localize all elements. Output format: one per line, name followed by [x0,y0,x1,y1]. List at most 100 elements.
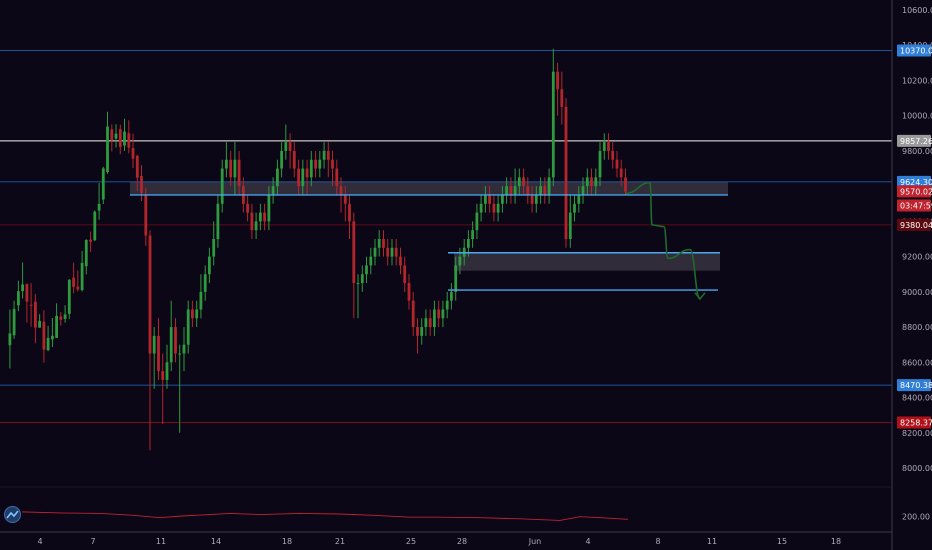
candle-body [263,212,266,222]
candle-body [140,176,143,193]
candle-body [89,239,92,242]
candlesticks [8,48,627,451]
candle-body [416,327,419,336]
price-badge-text: 8258.37 [900,418,932,427]
y-tick-label: 8800.00 [902,323,932,332]
candle-body [492,203,496,213]
candle-body [403,265,407,284]
candle-body [280,150,283,169]
candle-body [411,300,415,328]
candle-body [254,221,258,231]
candle-body [123,131,126,146]
price-badge-text: 9380.04 [900,221,932,230]
candle-body [420,327,424,336]
candle-body [127,133,131,148]
x-tick-label: 14 [211,537,221,546]
candle-body [161,371,165,380]
candle-body [301,168,305,187]
price-badge-text: 9624.30 [900,178,932,187]
candle-body [237,159,241,187]
price-badge-text: 8470.38 [900,381,932,390]
price-badge [897,175,931,188]
y-tick-label: 8400.00 [902,394,932,403]
x-tick-label: 11 [707,537,717,546]
candle-body [624,177,627,192]
candle-body [522,177,525,187]
candle-body [594,177,598,187]
candle-body [560,89,564,107]
x-tick-label: Jun [528,537,542,546]
candle-body [51,335,54,340]
candle-body [433,309,436,328]
candle-body [80,262,84,291]
candle-body [517,177,521,187]
candle-body [598,150,602,178]
candle-body [148,235,152,354]
x-tick-label: 18 [831,537,841,546]
candle-body [331,159,334,169]
x-tick-label: 18 [282,537,292,546]
candle-body [454,265,458,292]
y-tick-label: 8200.00 [902,429,932,438]
candle-body [551,71,555,178]
candle-body [513,186,517,195]
candle-body [182,344,186,354]
candle-body [220,168,224,204]
candle-body [314,159,317,169]
candle-body [407,283,411,301]
candle-body [390,247,394,257]
candle-body [76,286,80,290]
candle-body [212,239,216,257]
candle-body [110,129,114,141]
candle-body [25,284,29,302]
candle-body [602,142,606,151]
candle-body [199,291,203,310]
candle-body [55,315,58,338]
candle-body [339,186,343,195]
y-tick-label: 8000.00 [902,464,932,473]
candle-body [564,106,568,239]
candle-body [348,203,351,222]
price-badge [897,185,931,198]
candle-body [276,168,279,187]
candle-body [484,194,487,204]
candle-body [441,309,445,319]
candle-body [607,142,610,151]
candle-body [505,186,508,195]
candle-body [191,309,194,319]
candle-body [386,247,390,257]
candle-body [543,186,547,195]
x-tick-label: 15 [777,537,787,546]
candle-body [118,129,122,148]
indicator-logo-icon [4,506,21,523]
candle-body [322,150,326,160]
candle-body [335,168,339,187]
y-tick-label: 8600.00 [902,358,932,367]
y-tick-label: 10600.00 [902,6,932,15]
candle-body [611,150,615,160]
x-tick-label: 7 [90,537,95,546]
x-tick-label: 25 [406,537,416,546]
time-axis[interactable]: 4 7 11 14 18 21 25 28 Jun 4 8 11 15 18 [37,537,841,546]
candle-body [305,168,309,178]
candle-body [360,274,364,284]
candle-body [450,291,453,301]
y-tick-label: 9800.00 [902,147,932,156]
candle-body [178,353,182,355]
price-badge [897,199,931,212]
candle-body [29,304,33,306]
candle-body [556,71,559,90]
candle-body [93,211,97,241]
candle-body [309,159,313,178]
horizontal-lines [0,50,892,423]
candle-body [34,301,37,328]
candle-body [428,318,432,328]
candle-body [271,186,275,195]
candle-body [131,148,135,159]
candle-body [165,362,169,380]
candle-body [246,203,249,213]
candle-body [590,177,593,187]
y-tick-label: 9000.00 [902,288,932,297]
candle-body [157,335,160,372]
